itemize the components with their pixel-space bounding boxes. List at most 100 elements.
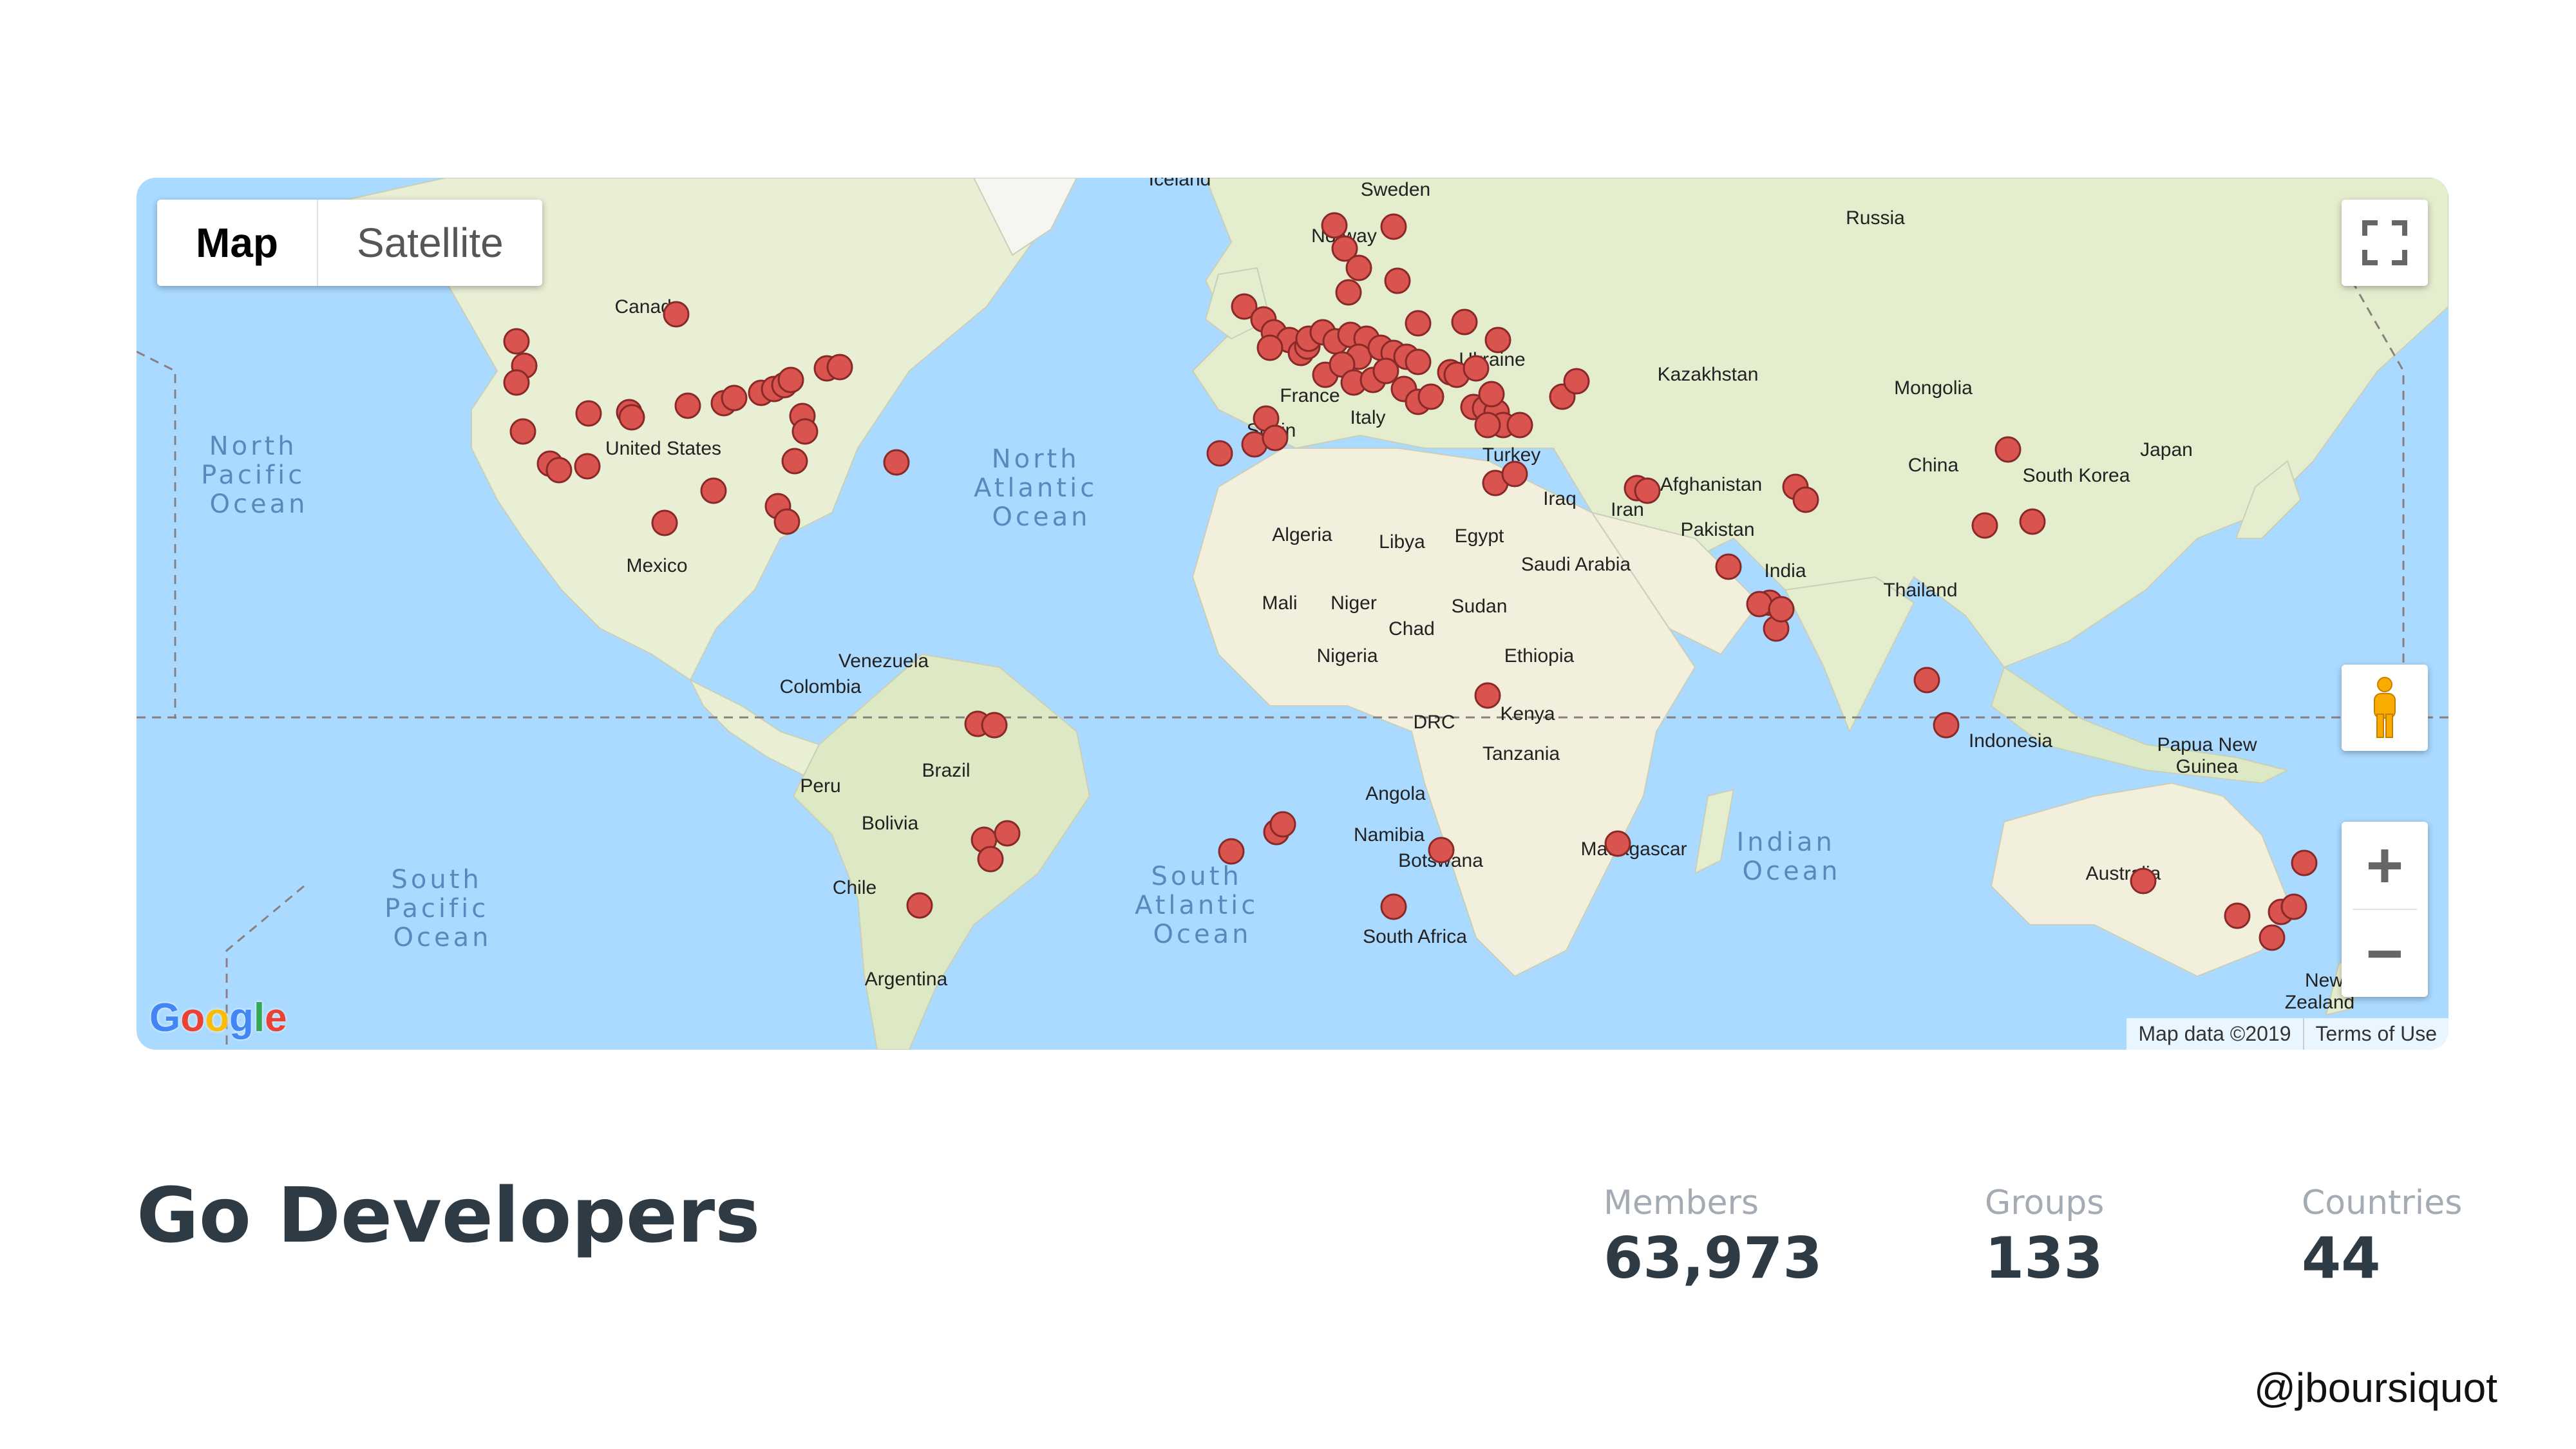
- group-marker[interactable]: [651, 509, 678, 536]
- group-marker[interactable]: [2130, 867, 2157, 895]
- group-marker[interactable]: [1634, 477, 1661, 504]
- group-marker[interactable]: [1321, 212, 1348, 239]
- south-pacific-label-1: South: [392, 865, 482, 895]
- zoom-control[interactable]: + −: [2342, 822, 2428, 997]
- countries-value: 44: [2302, 1225, 2381, 1291]
- group-marker[interactable]: [509, 418, 536, 445]
- group-marker[interactable]: [906, 892, 933, 919]
- group-marker[interactable]: [1256, 334, 1283, 361]
- group-marker[interactable]: [1269, 811, 1296, 838]
- group-marker[interactable]: [700, 477, 727, 504]
- map-attribution: Map data ©2019 Terms of Use: [2126, 1018, 2448, 1050]
- terms-of-use-link[interactable]: Terms of Use: [2315, 1022, 2437, 1045]
- indonesia-landmass: [1990, 666, 2289, 784]
- label-afghanistan: Afghanistan: [1660, 474, 1762, 495]
- countries-label: Countries: [2302, 1184, 2463, 1222]
- label-saudi-arabia: Saudi Arabia: [1521, 554, 1631, 575]
- label-kazakhstan: Kazakhstan: [1658, 364, 1759, 385]
- group-marker[interactable]: [981, 712, 1008, 739]
- zoom-divider: [2353, 909, 2417, 910]
- group-marker[interactable]: [1218, 838, 1245, 865]
- group-marker[interactable]: [781, 448, 808, 475]
- label-libya: Libya: [1379, 531, 1425, 553]
- group-marker[interactable]: [1746, 591, 1773, 618]
- group-marker[interactable]: [503, 328, 530, 355]
- group-marker[interactable]: [1474, 412, 1501, 439]
- label-algeria: Algeria: [1272, 524, 1332, 545]
- group-marker[interactable]: [883, 449, 910, 476]
- group-marker[interactable]: [1563, 368, 1590, 395]
- map-type-map-button[interactable]: Map: [196, 220, 278, 266]
- south-pacific-label-3: Ocean: [393, 923, 492, 952]
- label-angola: Angola: [1365, 783, 1426, 804]
- map-type-control[interactable]: Map Satellite: [157, 200, 542, 286]
- madagascar-landmass: [1694, 788, 1735, 875]
- group-marker[interactable]: [1405, 310, 1432, 337]
- group-marker[interactable]: [1913, 667, 1940, 694]
- group-marker[interactable]: [773, 508, 800, 535]
- group-marker[interactable]: [1331, 235, 1358, 262]
- group-marker[interactable]: [1463, 355, 1490, 382]
- group-marker[interactable]: [1715, 553, 1742, 580]
- group-marker[interactable]: [1380, 893, 1407, 920]
- attribution-divider: [2302, 1018, 2304, 1050]
- label-venezuela: Venezuela: [838, 650, 929, 672]
- group-marker[interactable]: [1428, 837, 1455, 864]
- group-marker[interactable]: [1792, 486, 1819, 513]
- group-marker[interactable]: [994, 820, 1021, 847]
- group-marker[interactable]: [1478, 381, 1505, 408]
- group-marker[interactable]: [2259, 924, 2286, 951]
- label-chad: Chad: [1388, 618, 1435, 639]
- ocean-labels: North Pacific Ocean North Atlantic Ocean…: [201, 431, 1837, 952]
- group-marker[interactable]: [1345, 254, 1372, 281]
- group-markers[interactable]: [503, 212, 2318, 951]
- group-marker[interactable]: [1335, 279, 1362, 306]
- members-stat: Members 63,973: [1604, 1184, 1823, 1291]
- group-marker[interactable]: [2280, 893, 2307, 920]
- group-marker[interactable]: [574, 453, 601, 480]
- group-marker[interactable]: [1380, 213, 1407, 240]
- fullscreen-button[interactable]: [2342, 200, 2428, 286]
- group-marker[interactable]: [1768, 596, 1795, 623]
- zoom-in-button[interactable]: +: [2365, 829, 2404, 902]
- group-marker[interactable]: [777, 366, 804, 393]
- north-pacific-label-1: North: [209, 431, 298, 461]
- group-marker[interactable]: [503, 369, 530, 396]
- south-atlantic-label-1: South: [1151, 862, 1242, 891]
- group-marker[interactable]: [1417, 383, 1444, 410]
- group-marker[interactable]: [1262, 424, 1289, 451]
- group-marker[interactable]: [721, 384, 748, 412]
- group-marker[interactable]: [1933, 712, 1960, 739]
- label-colombia: Colombia: [780, 676, 862, 697]
- group-marker[interactable]: [618, 404, 645, 431]
- group-marker[interactable]: [1474, 682, 1501, 709]
- group-marker[interactable]: [826, 354, 853, 381]
- street-view-button[interactable]: [2342, 665, 2428, 751]
- group-marker[interactable]: [1451, 308, 1478, 336]
- group-marker[interactable]: [977, 846, 1004, 873]
- group-marker[interactable]: [1501, 460, 1528, 488]
- group-marker[interactable]: [1971, 512, 1998, 539]
- group-marker[interactable]: [1231, 293, 1258, 320]
- map-container[interactable]: North Pacific Ocean North Atlantic Ocean…: [137, 178, 2448, 1050]
- group-marker[interactable]: [1994, 436, 2022, 463]
- zoom-out-button[interactable]: −: [2365, 917, 2404, 990]
- group-marker[interactable]: [2224, 902, 2251, 929]
- group-marker[interactable]: [545, 457, 573, 484]
- group-marker[interactable]: [1604, 830, 1631, 857]
- map-type-satellite-button[interactable]: Satellite: [357, 220, 504, 266]
- group-marker[interactable]: [1484, 327, 1511, 354]
- label-new-zealand-1: New: [2305, 970, 2344, 991]
- group-marker[interactable]: [1506, 412, 1533, 439]
- group-marker[interactable]: [1206, 440, 1233, 467]
- group-marker[interactable]: [1372, 357, 1399, 384]
- group-marker[interactable]: [575, 400, 602, 427]
- group-marker[interactable]: [1405, 348, 1432, 375]
- group-marker[interactable]: [663, 301, 690, 328]
- group-marker[interactable]: [791, 418, 819, 445]
- group-marker[interactable]: [2019, 508, 2046, 535]
- world-map[interactable]: North Pacific Ocean North Atlantic Ocean…: [137, 178, 2448, 1050]
- group-marker[interactable]: [1384, 267, 1411, 294]
- group-marker[interactable]: [674, 392, 701, 419]
- group-marker[interactable]: [2291, 849, 2318, 876]
